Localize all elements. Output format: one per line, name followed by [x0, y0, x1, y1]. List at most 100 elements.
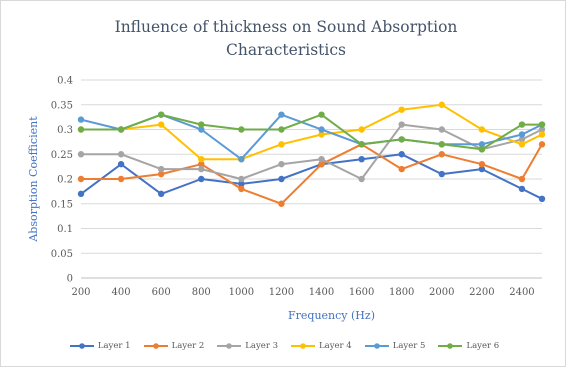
data-point	[198, 160, 205, 168]
legend-swatch	[291, 343, 315, 349]
legend-label: Layer 4	[319, 341, 352, 351]
data-point	[198, 121, 205, 128]
y-tick-label: 0.4	[57, 76, 73, 87]
data-point	[398, 106, 405, 113]
legend-swatch	[143, 343, 168, 349]
data-point	[358, 175, 365, 183]
data-point	[157, 121, 165, 128]
legend-swatch	[364, 343, 389, 349]
data-point	[278, 111, 285, 118]
x-tick-label: 2400	[509, 287, 534, 298]
y-tick-label: 0	[67, 274, 73, 285]
data-point	[117, 175, 125, 183]
legend-item: Layer 6	[437, 341, 499, 352]
x-tick-label: 2200	[469, 287, 494, 298]
y-tick-label: 0.15	[51, 199, 73, 210]
data-point	[538, 126, 546, 133]
legend-item: Layer 5	[364, 341, 426, 352]
data-point	[238, 180, 245, 188]
data-point	[518, 185, 526, 193]
data-point	[438, 126, 445, 133]
data-point	[157, 190, 165, 198]
data-point	[198, 175, 205, 183]
data-point	[117, 160, 125, 168]
data-point	[538, 141, 546, 148]
data-point	[157, 111, 165, 118]
data-point	[77, 175, 85, 183]
data-point	[358, 141, 365, 148]
data-point	[518, 136, 526, 143]
x-tick-label: 1800	[389, 287, 414, 298]
y-axis-title: Absorption Coefficient	[27, 116, 40, 243]
data-point	[157, 170, 165, 178]
data-point	[318, 126, 325, 133]
data-point	[518, 175, 526, 183]
y-tick-label: 0.2	[57, 175, 73, 186]
legend-item: Layer 1	[69, 341, 131, 352]
data-point	[438, 141, 445, 148]
data-point	[318, 111, 325, 118]
data-point	[278, 126, 285, 133]
data-point	[478, 165, 486, 173]
legend-label: Layer 1	[97, 341, 131, 351]
data-point	[198, 165, 205, 173]
data-point	[278, 200, 285, 207]
legend-label: Layer 6	[466, 341, 500, 351]
data-point	[278, 141, 285, 148]
data-point	[518, 131, 526, 138]
y-tick-label: 0.25	[51, 150, 73, 161]
legend-item: Layer 3	[216, 341, 278, 352]
data-point	[238, 156, 245, 163]
data-point	[77, 126, 85, 133]
data-point	[358, 156, 365, 163]
series-line-2	[81, 143, 543, 205]
data-point	[77, 190, 85, 198]
data-point	[358, 126, 365, 133]
data-point	[238, 126, 245, 133]
legend-item: Layer 4	[290, 341, 352, 352]
data-point	[478, 160, 486, 168]
data-point	[157, 165, 165, 173]
data-point	[278, 160, 285, 168]
chart-title: Influence of thickness on Sound Absorpti…	[114, 18, 458, 59]
data-point	[438, 170, 445, 178]
data-point	[198, 126, 205, 133]
x-tick-label: 600	[152, 287, 171, 298]
data-point	[438, 151, 445, 158]
data-point	[398, 165, 405, 173]
data-point	[538, 195, 546, 202]
data-point	[238, 175, 245, 183]
y-tick-label: 0.1	[57, 224, 73, 235]
plot-area: 0 0.05 0.1 0.15 0.2 0.25 0.3 0.35 0.4 200 400 600 80…	[27, 76, 546, 322]
data-point	[238, 185, 245, 193]
legend-label: Layer 2	[171, 341, 205, 351]
data-point	[77, 116, 85, 123]
y-tick-label: 0.05	[51, 249, 73, 260]
y-tick-label: 0.3	[57, 125, 73, 136]
data-point	[538, 131, 546, 138]
data-point	[318, 156, 325, 163]
x-tick-label: 400	[112, 287, 131, 298]
legend-swatch	[438, 343, 463, 349]
data-point	[117, 126, 125, 133]
data-point	[478, 146, 486, 153]
x-tick-label: 2000	[429, 287, 454, 298]
legend-swatch	[217, 343, 242, 349]
data-point	[538, 121, 546, 128]
legend-item: Layer 2	[143, 341, 205, 352]
data-point	[478, 141, 486, 148]
x-tick-label: 1000	[229, 287, 254, 298]
x-tick-label: 1600	[349, 287, 374, 298]
x-tick-label: 200	[71, 287, 90, 298]
y-tick-label: 0.35	[51, 100, 73, 111]
x-tick-label: 1200	[269, 287, 294, 298]
data-point	[398, 136, 405, 143]
legend-label: Layer 5	[392, 341, 426, 351]
data-point	[398, 151, 405, 158]
data-point	[77, 151, 85, 158]
data-point	[318, 131, 325, 138]
data-point	[198, 156, 205, 163]
data-point	[398, 121, 405, 128]
data-point	[518, 141, 526, 148]
